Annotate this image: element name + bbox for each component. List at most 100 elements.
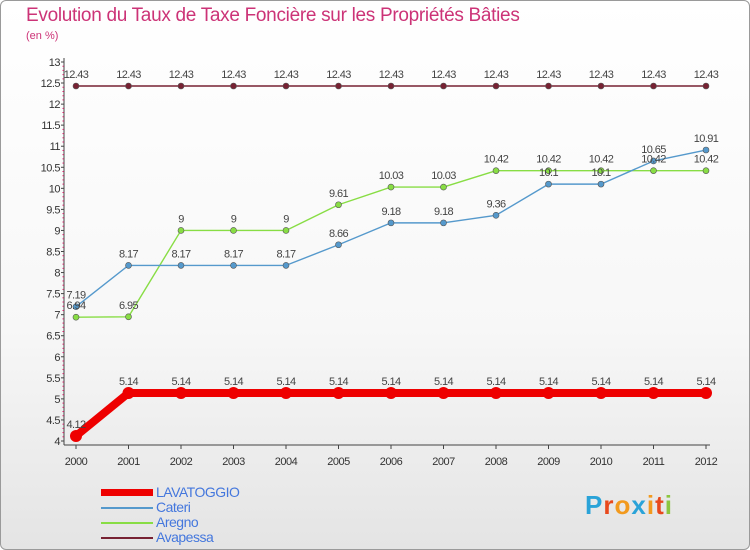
legend-label-avapessa: Avapessa <box>156 529 214 545</box>
data-label-lavatoggio: 5.14 <box>539 376 558 388</box>
logo-letter: t <box>655 490 665 520</box>
logo-letter: P <box>585 490 604 520</box>
data-label-lavatoggio: 4.12 <box>66 419 85 431</box>
data-label-aregno: 10.03 <box>379 170 404 182</box>
data-point-avapessa <box>597 82 605 90</box>
data-point-lavatoggio <box>647 386 660 399</box>
data-point-avapessa <box>177 82 185 90</box>
data-label-avapessa: 12.43 <box>64 69 89 81</box>
data-label-cateri: 7.19 <box>66 290 85 302</box>
y-tick-label: 4 <box>54 436 60 448</box>
data-label-lavatoggio: 5.14 <box>486 376 505 388</box>
x-tick-label: 2001 <box>117 456 140 468</box>
proxiti-logo[interactable]: Proxiti <box>585 490 673 521</box>
legend-swatch-lavatoggio <box>101 489 153 496</box>
y-tick-label: 7 <box>54 310 60 322</box>
data-label-cateri: 8.66 <box>329 228 348 240</box>
data-label-aregno: 10.42 <box>484 154 509 166</box>
x-tick-label: 2006 <box>380 456 403 468</box>
data-point-cateri <box>597 180 605 188</box>
y-tick-label: 6 <box>54 352 60 364</box>
data-point-lavatoggio <box>227 386 240 399</box>
data-label-avapessa: 12.43 <box>116 69 141 81</box>
data-label-lavatoggio: 5.14 <box>591 376 610 388</box>
y-tick-label: 11 <box>50 141 61 153</box>
data-point-cateri <box>72 303 80 310</box>
series-line-lavatoggio <box>73 388 706 440</box>
data-point-lavatoggio <box>595 386 607 399</box>
data-label-aregno: 10.42 <box>694 154 719 166</box>
x-tick-label: 2004 <box>275 456 298 468</box>
y-tick-label: 5.5 <box>46 373 60 385</box>
data-point-avapessa <box>72 82 80 90</box>
data-label-cateri: 8.17 <box>224 248 243 260</box>
data-label-cateri: 10.91 <box>694 133 719 145</box>
chart-unit-label: (en %) <box>26 30 59 42</box>
data-label-cateri: 10.1 <box>591 167 610 179</box>
data-point-cateri <box>230 262 237 269</box>
data-label-aregno: 9 <box>231 213 237 225</box>
data-point-cateri <box>282 262 290 269</box>
data-point-aregno <box>387 183 395 191</box>
data-point-lavatoggio <box>490 386 502 399</box>
data-point-cateri <box>177 262 185 269</box>
data-label-avapessa: 12.43 <box>694 69 719 81</box>
data-label-lavatoggio: 5.14 <box>224 376 243 388</box>
data-point-avapessa <box>545 82 552 90</box>
y-tick-label: 12 <box>49 99 61 111</box>
data-point-aregno <box>72 313 80 321</box>
data-label-avapessa: 12.43 <box>274 69 299 81</box>
y-tick-label: 9.5 <box>46 204 60 216</box>
data-point-cateri <box>440 219 447 227</box>
x-tick-label: 2002 <box>170 456 193 468</box>
data-label-avapessa: 12.43 <box>169 69 194 81</box>
data-point-lavatoggio <box>700 386 712 399</box>
legend-swatch-cateri <box>101 507 153 509</box>
legend-swatch-aregno <box>101 522 153 524</box>
data-point-avapessa <box>335 82 342 90</box>
data-point-aregno <box>702 167 710 174</box>
data-point-lavatoggio <box>385 386 397 399</box>
data-point-cateri <box>335 241 342 249</box>
x-tick-label: 2011 <box>643 456 665 468</box>
data-point-avapessa <box>230 82 237 90</box>
data-point-aregno <box>177 227 185 234</box>
data-label-cateri: 8.17 <box>119 248 138 260</box>
logo-letter: i <box>664 490 673 520</box>
data-label-cateri: 9.18 <box>434 206 453 218</box>
y-tick-label: 11.5 <box>41 120 60 132</box>
data-label-avapessa: 12.43 <box>536 69 561 81</box>
data-point-aregno <box>597 167 605 174</box>
data-point-cateri <box>387 219 395 227</box>
data-label-avapessa: 12.43 <box>221 69 246 81</box>
x-tick-label: 2005 <box>327 456 350 468</box>
series-line-aregno <box>75 169 706 318</box>
x-tick-label: 2009 <box>537 456 560 468</box>
data-point-aregno <box>440 183 447 191</box>
data-label-cateri: 10.1 <box>539 167 558 179</box>
data-label-avapessa: 12.43 <box>379 69 404 81</box>
data-point-avapessa <box>282 82 290 90</box>
data-label-avapessa: 12.43 <box>484 69 509 81</box>
data-point-avapessa <box>125 82 132 90</box>
data-point-aregno <box>125 313 132 321</box>
data-point-cateri <box>545 180 552 188</box>
data-label-cateri: 9.18 <box>381 206 400 218</box>
data-point-avapessa <box>440 82 447 90</box>
data-label-aregno: 10.03 <box>431 170 456 182</box>
x-tick-label: 2003 <box>222 456 245 468</box>
data-point-avapessa <box>650 82 657 90</box>
data-point-avapessa <box>387 82 395 90</box>
data-label-cateri: 9.36 <box>486 198 505 210</box>
data-label-aregno: 10.42 <box>641 154 666 166</box>
data-point-lavatoggio <box>437 386 450 399</box>
data-point-lavatoggio <box>542 386 555 399</box>
y-tick-label: 8.5 <box>46 247 60 259</box>
data-point-aregno <box>545 167 552 174</box>
logo-letter: x <box>631 490 647 520</box>
y-tick-label: 12.5 <box>41 78 61 90</box>
data-label-lavatoggio: 5.14 <box>276 376 295 388</box>
data-point-cateri <box>125 262 132 269</box>
